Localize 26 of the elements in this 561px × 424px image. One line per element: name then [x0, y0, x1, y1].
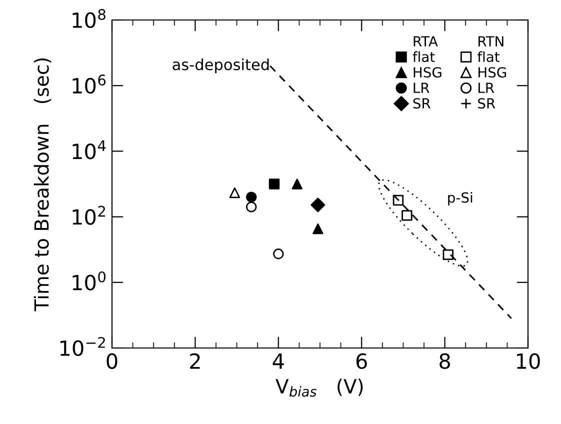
- x-tick-label: 2: [190, 353, 200, 369]
- y-tick-label: 10$^{4}$: [72, 140, 106, 160]
- y-tick-label: 10$^{8}$: [72, 8, 106, 28]
- legend-label: HSG: [414, 67, 442, 78]
- x-tick-label: 4: [272, 354, 284, 369]
- y-tick-label: 10$^{0}$: [72, 271, 106, 290]
- legend-label: flat: [477, 51, 500, 62]
- x-tick-label: 8: [440, 353, 450, 369]
- text: V$_{bias}$ (V): [276, 378, 363, 397]
- y-axis-title: Time to Breakdown (sec): [34, 58, 52, 312]
- x-tick-label: 6: [356, 353, 367, 369]
- legend-label: LR: [478, 82, 494, 93]
- legend-label: HSG: [478, 67, 506, 78]
- x-tick-label: 10: [517, 353, 540, 369]
- legend-label: LR: [414, 82, 430, 93]
- legend-label: SR: [478, 98, 496, 109]
- annotation: RTN: [478, 36, 504, 46]
- annotation: p-Si: [448, 192, 472, 206]
- x-tick-label: 0: [106, 353, 118, 369]
- legend-title: RTA: [414, 36, 438, 46]
- legend-label: SR: [413, 98, 430, 109]
- y-tick-label: 10$^{−2}$: [60, 336, 105, 356]
- y-tick-label: 10$^{6}$: [72, 74, 106, 94]
- legend-label: flat: [412, 51, 435, 62]
- annotation: as-deposited: [172, 58, 269, 74]
- y-tick-label: 10$^{2}$: [72, 206, 105, 225]
